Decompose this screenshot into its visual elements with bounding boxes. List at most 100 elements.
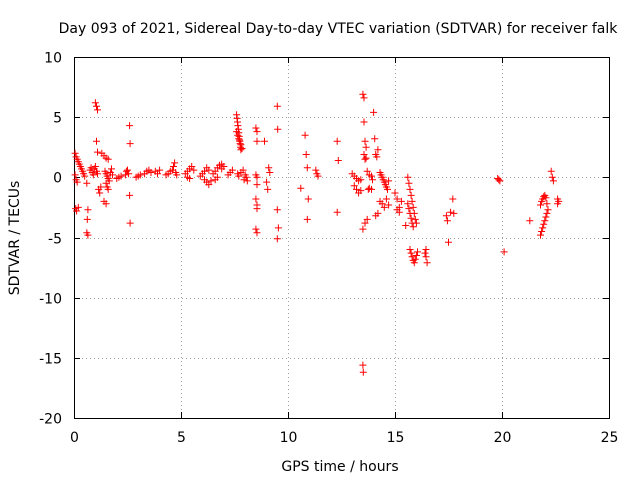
data-point <box>423 259 431 267</box>
data-point <box>84 231 92 239</box>
data-point <box>126 140 134 148</box>
y-tick-label: -5 <box>48 232 62 248</box>
data-point <box>273 235 281 243</box>
data-point <box>109 171 116 179</box>
data-point <box>385 177 393 185</box>
x-tick-label: 10 <box>280 430 298 446</box>
data-point <box>374 209 382 217</box>
data-point <box>253 137 261 145</box>
data-point <box>252 195 260 203</box>
data-point <box>543 200 551 208</box>
data-point <box>360 94 368 102</box>
data-point <box>237 141 245 149</box>
data-point <box>205 166 213 174</box>
data-point <box>422 246 430 253</box>
data-point <box>397 197 405 205</box>
data-point <box>350 182 358 190</box>
data-point <box>273 206 281 214</box>
data-point <box>410 259 418 267</box>
x-tick-label: 5 <box>177 430 186 446</box>
data-point <box>404 173 412 181</box>
data-point <box>369 176 376 184</box>
data-point <box>359 90 367 98</box>
data-point <box>117 172 125 180</box>
data-point <box>126 122 134 130</box>
data-point <box>405 179 413 187</box>
chart-title: Day 093 of 2021, Sidereal Day-to-day VTE… <box>59 21 619 37</box>
data-point <box>124 166 131 174</box>
data-point <box>74 203 82 211</box>
data-point <box>544 206 552 214</box>
x-axis-label: GPS time / hours <box>281 459 398 475</box>
data-point <box>449 195 457 203</box>
data-point <box>274 224 282 232</box>
data-point <box>442 212 450 220</box>
data-point <box>543 209 551 217</box>
data-point <box>404 200 412 208</box>
data-point <box>297 184 305 192</box>
data-point <box>447 208 455 216</box>
data-point <box>238 145 246 152</box>
data-point <box>96 189 104 197</box>
data-point <box>83 179 91 187</box>
data-point <box>126 191 134 199</box>
data-point <box>253 205 261 213</box>
data-point <box>205 181 213 189</box>
data-point <box>97 183 105 191</box>
data-point <box>147 169 155 176</box>
data-point <box>252 124 260 132</box>
data-point <box>89 171 97 179</box>
data-point <box>526 217 534 225</box>
data-point <box>220 163 228 170</box>
data-point <box>378 200 386 208</box>
data-point <box>411 255 419 263</box>
data-point <box>240 176 248 184</box>
y-tick-label: -10 <box>39 292 62 308</box>
data-point <box>104 185 112 193</box>
data-points <box>71 90 563 376</box>
data-point <box>102 179 110 187</box>
data-point <box>368 185 375 193</box>
data-point <box>540 220 548 228</box>
data-point <box>537 201 544 209</box>
data-point <box>233 128 241 136</box>
data-point <box>73 178 81 186</box>
data-point <box>312 166 320 174</box>
data-point <box>368 172 375 180</box>
y-tick-label: -15 <box>39 352 62 368</box>
data-point <box>234 131 242 139</box>
data-point <box>393 195 401 203</box>
data-point <box>495 176 503 184</box>
data-point <box>407 214 415 222</box>
data-point <box>235 172 243 180</box>
data-point <box>263 178 271 186</box>
x-tick-label: 0 <box>70 430 79 446</box>
data-point <box>201 167 208 175</box>
data-point <box>422 253 430 261</box>
data-point <box>402 222 410 229</box>
x-tick-label: 25 <box>601 430 619 446</box>
data-point <box>450 209 458 217</box>
data-point <box>357 187 365 195</box>
y-axis-label: SDTVAR / TECUs <box>7 181 23 296</box>
data-point <box>190 166 198 174</box>
data-point <box>359 361 367 369</box>
data-point <box>500 248 508 256</box>
data-point <box>363 167 371 175</box>
data-point <box>409 223 417 231</box>
data-point <box>303 215 311 223</box>
data-point <box>94 106 101 114</box>
data-point <box>304 195 312 203</box>
data-point <box>408 197 416 205</box>
data-point <box>264 185 272 193</box>
y-tick-label: 10 <box>44 51 62 67</box>
data-point <box>541 217 549 225</box>
data-point <box>156 166 164 174</box>
data-point <box>370 108 378 116</box>
data-point <box>409 203 417 211</box>
data-point <box>84 206 92 214</box>
data-point <box>362 154 370 162</box>
data-point <box>154 170 161 178</box>
data-point <box>406 185 414 193</box>
